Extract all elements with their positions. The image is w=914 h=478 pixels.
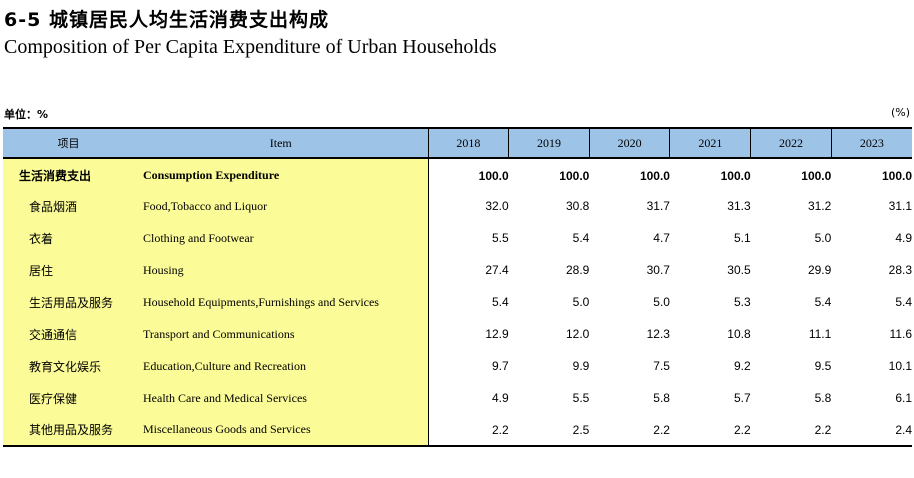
value-cell: 31.7: [646, 199, 670, 213]
value-cell: 9.7: [427, 350, 509, 382]
value-cell: 2.2: [669, 414, 751, 447]
value-cell: 5.3: [733, 295, 751, 309]
value-cell: 2.2: [589, 414, 670, 447]
page-title-chinese: 6-5 城镇居民人均生活消费支出构成: [4, 9, 329, 31]
row-label-en: Education,Culture and Recreation: [134, 350, 429, 382]
value-cell: 30.5: [727, 263, 751, 277]
value-cell: 2.4: [831, 414, 912, 447]
table-row: 生活用品及服务 Household Equipments,Furnishings …: [3, 286, 912, 318]
row-label-en: Transport and Communications: [134, 318, 429, 350]
value-cell: 30.8: [565, 199, 590, 213]
value-cell: 5.8: [814, 391, 832, 405]
value-cell: 5.5: [427, 222, 509, 254]
row-label-en: Household Equipments,Furnishings and Ser…: [134, 286, 429, 318]
value-cell: 5.8: [653, 391, 670, 405]
value-cell: 10.1: [888, 359, 912, 373]
value-cell: 10.8: [727, 327, 751, 341]
value-cell: 12.9: [427, 318, 509, 350]
value-cell: 11.1: [808, 327, 832, 341]
value-cell: 2.2: [750, 414, 832, 447]
table-row: 其他用品及服务 Miscellaneous Goods and Services 2…: [3, 414, 912, 447]
table-row: 交通通信 Transport and Communications 12.9 12.0…: [3, 318, 912, 350]
unit-label-english: (%): [890, 106, 910, 119]
value-cell: 2.2: [427, 414, 509, 447]
value-cell: 9.5: [814, 359, 832, 373]
row-label-cn: 生活用品及服务: [3, 286, 134, 318]
column-header-year: 2019: [508, 127, 590, 159]
value-cell: 31.3: [727, 199, 751, 213]
row-label-cn: 其他用品及服务: [3, 414, 134, 447]
value-cell: 100.0: [720, 168, 751, 183]
value-cell: 100.0: [559, 168, 590, 183]
table-row: 居住 Housing 27.4 28.9 30.7 30.5 29.9 28.3: [3, 254, 912, 286]
row-label-en: Housing: [134, 254, 429, 286]
value-cell: 4.7: [653, 231, 670, 245]
value-cell: 9.2: [733, 359, 751, 373]
value-cell: 30.7: [646, 263, 670, 277]
value-cell: 11.6: [889, 327, 912, 341]
column-header-year: 2022: [750, 127, 832, 159]
table-header-row: 项目 Item 2018 2019 2020 2021 2022 2023: [3, 127, 912, 159]
row-label-cn: 医疗保健: [3, 382, 134, 414]
value-cell: 5.4: [895, 295, 912, 309]
value-cell: 5.4: [572, 231, 590, 245]
row-label-cn: 教育文化娱乐: [3, 350, 134, 382]
row-label-en: Clothing and Footwear: [134, 222, 429, 254]
row-label-cn: 衣着: [3, 222, 134, 254]
row-label-cn: 生活消费支出: [3, 158, 134, 190]
value-cell: 6.1: [895, 391, 912, 405]
value-cell: 5.4: [814, 295, 832, 309]
column-header-year: 2018: [427, 127, 509, 159]
value-cell: 5.1: [733, 231, 751, 245]
row-label-cn: 居住: [3, 254, 134, 286]
value-cell: 12.3: [646, 327, 670, 341]
value-cell: 4.9: [895, 231, 912, 245]
value-cell: 28.3: [888, 263, 912, 277]
row-label-en: Consumption Expenditure: [134, 158, 429, 190]
table-row: 衣着 Clothing and Footwear 5.5 5.4 4.7 5.1 5.0 4.…: [3, 222, 912, 254]
row-label-en: Miscellaneous Goods and Services: [134, 414, 429, 447]
row-label-cn: 食品烟酒: [3, 190, 134, 222]
table-body: 生活消费支出 Consumption Expenditure 100.0 100.0 1…: [3, 158, 912, 447]
page-title-english: Composition of Per Capita Expenditure of…: [4, 36, 497, 58]
value-cell: 100.0: [639, 168, 670, 183]
value-cell: 31.2: [807, 199, 832, 213]
value-cell: 100.0: [427, 158, 509, 190]
value-cell: 32.0: [427, 190, 509, 222]
table-row: 医疗保健 Health Care and Medical Services 4.9 5…: [3, 382, 912, 414]
row-label-cn: 交通通信: [3, 318, 134, 350]
value-cell: 2.5: [508, 414, 590, 447]
column-header-year: 2023: [830, 127, 912, 159]
value-cell: 5.0: [653, 295, 670, 309]
table-row: 教育文化娱乐 Education,Culture and Recreation 9.…: [3, 350, 912, 382]
table-row-total: 生活消费支出 Consumption Expenditure 100.0 100.0 1…: [3, 158, 912, 190]
value-cell: 27.4: [427, 254, 509, 286]
expenditure-table: 项目 Item 2018 2019 2020 2021 2022 2023 生活…: [3, 127, 912, 447]
value-cell: 5.0: [572, 295, 590, 309]
value-cell: 5.7: [733, 391, 751, 405]
column-header-year: 2021: [669, 127, 751, 159]
column-header-year: 2020: [588, 127, 670, 159]
unit-label-chinese: 单位：%: [4, 108, 49, 121]
value-cell: 5.5: [572, 391, 590, 405]
value-cell: 5.4: [427, 286, 509, 318]
value-cell: 12.0: [565, 327, 590, 341]
column-header-item-en: Item: [134, 127, 429, 159]
value-cell: 100.0: [801, 168, 832, 183]
value-cell: 28.9: [565, 263, 590, 277]
value-cell: 4.9: [427, 382, 509, 414]
row-label-en: Health Care and Medical Services: [134, 382, 429, 414]
value-cell: 9.9: [572, 359, 590, 373]
row-label-en: Food,Tobacco and Liquor: [134, 190, 429, 222]
value-cell: 7.5: [653, 359, 670, 373]
value-cell: 31.1: [888, 199, 912, 213]
column-header-item-cn: 项目: [3, 127, 134, 159]
value-cell: 5.0: [814, 231, 832, 245]
table-row: 食品烟酒 Food,Tobacco and Liquor 32.0 30.8 31.7 3…: [3, 190, 912, 222]
value-cell: 29.9: [807, 263, 832, 277]
value-cell: 100.0: [881, 168, 912, 183]
